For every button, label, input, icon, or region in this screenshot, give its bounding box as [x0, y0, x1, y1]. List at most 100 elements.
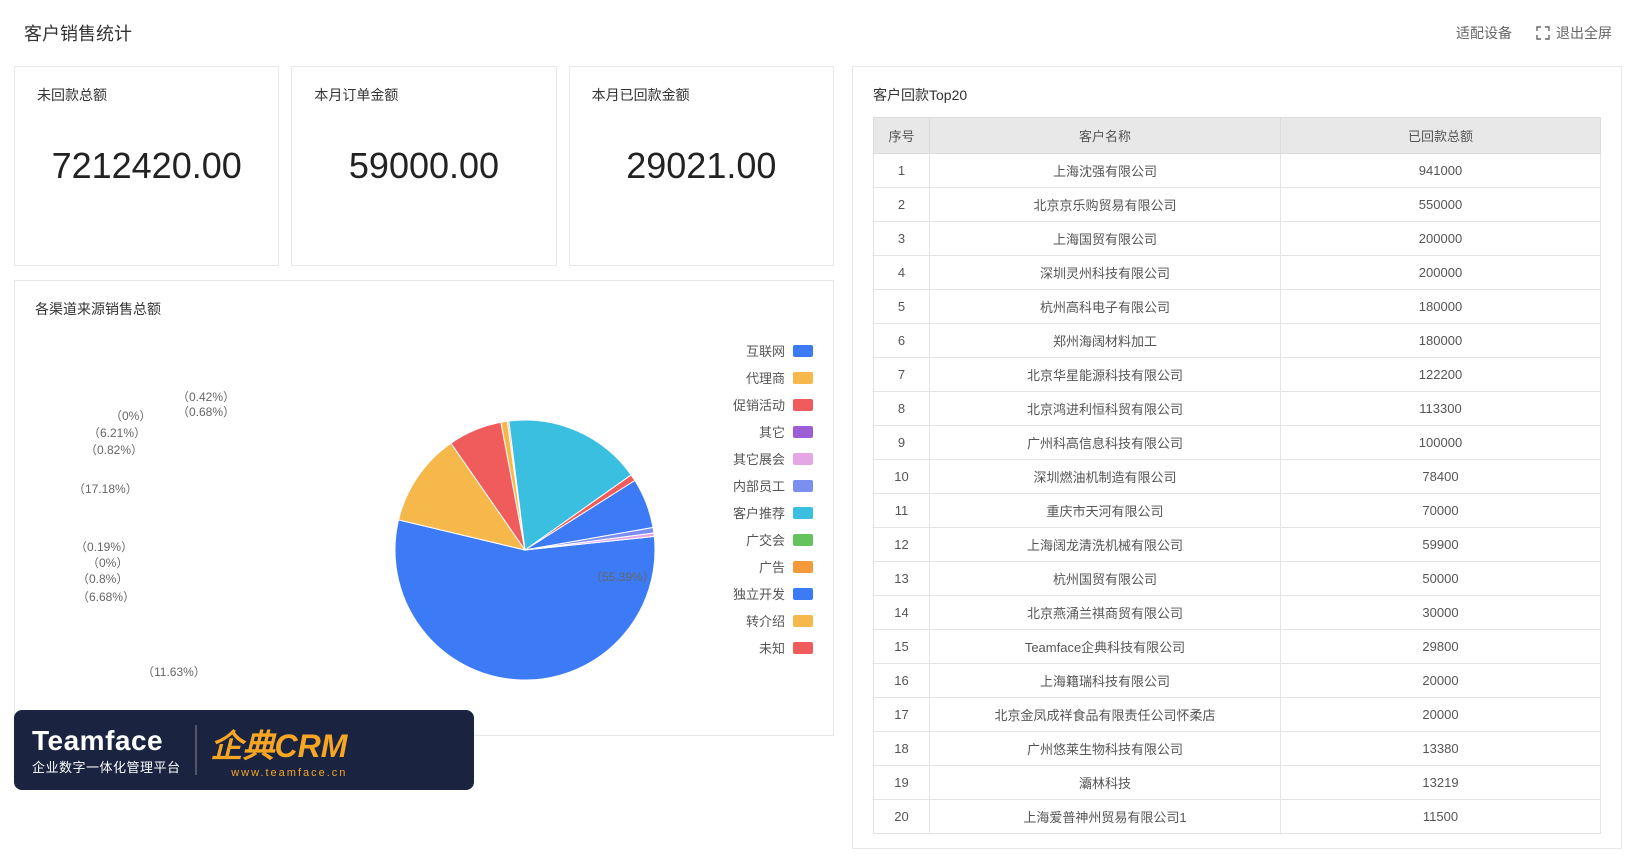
- metric-title: 本月订单金额: [314, 85, 533, 105]
- pie-chart: （55.39%）（11.63%）（6.68%）（0.8%）（0%）（0.19%）…: [35, 335, 719, 715]
- pie-slice-label: （55.39%）: [590, 568, 655, 585]
- top20-panel: 客户回款Top20 序号客户名称已回款总额 1上海沈强有限公司9410002北京…: [852, 66, 1622, 849]
- table-cell: 200000: [1281, 256, 1601, 290]
- table-cell: 上海爱普神州贸易有限公司1: [930, 800, 1281, 834]
- pie-slice-label: （0%）: [110, 407, 151, 424]
- brand-name: Teamface: [32, 725, 181, 757]
- table-cell: 北京燕涌兰祺商贸有限公司: [930, 596, 1281, 630]
- brand-product: 企典CRM: [211, 721, 348, 767]
- table-header-cell: 序号: [874, 118, 930, 154]
- pie-slice-label: （0.8%）: [77, 570, 128, 587]
- table-row[interactable]: 16上海籍瑞科技有限公司20000: [874, 664, 1601, 698]
- table-cell: 9: [874, 426, 930, 460]
- table-cell: 10: [874, 460, 930, 494]
- table-row[interactable]: 14北京燕涌兰祺商贸有限公司30000: [874, 596, 1601, 630]
- table-title: 客户回款Top20: [873, 85, 1601, 105]
- table-row[interactable]: 13杭州国贸有限公司50000: [874, 562, 1601, 596]
- metrics-row: 未回款总额7212420.00本月订单金额59000.00 本月已回款金额 2902…: [14, 66, 834, 266]
- table-cell: 1: [874, 154, 930, 188]
- table-row[interactable]: 6郑州海阔材料加工180000: [874, 324, 1601, 358]
- table-cell: 29800: [1281, 630, 1601, 664]
- table-cell: 550000: [1281, 188, 1601, 222]
- table-row[interactable]: 5杭州高科电子有限公司180000: [874, 290, 1601, 324]
- metric-value: 29021.00: [592, 145, 811, 187]
- table-cell: 13: [874, 562, 930, 596]
- table-row[interactable]: 3上海国贸有限公司200000: [874, 222, 1601, 256]
- table-row[interactable]: 11重庆市天河有限公司70000: [874, 494, 1601, 528]
- table-cell: 16: [874, 664, 930, 698]
- table-row[interactable]: 9广州科高信息科技有限公司100000: [874, 426, 1601, 460]
- brand-url: www.teamface.cn: [211, 767, 348, 779]
- table-cell: 3: [874, 222, 930, 256]
- pie-slice-label: （6.68%）: [77, 588, 135, 605]
- table-row[interactable]: 19灞林科技13219: [874, 766, 1601, 800]
- metric-card: 本月订单金额59000.00: [291, 66, 556, 266]
- chart-title: 各渠道来源销售总额: [35, 299, 813, 319]
- table-cell: 4: [874, 256, 930, 290]
- table-cell: 941000: [1281, 154, 1601, 188]
- table-cell: 17: [874, 698, 930, 732]
- metric-value: 7212420.00: [37, 145, 256, 187]
- table-cell: 6: [874, 324, 930, 358]
- table-row[interactable]: 18广州悠莱生物科技有限公司13380: [874, 732, 1601, 766]
- metric-card: 本月已回款金额 29021.00: [569, 66, 834, 266]
- table-cell: 11: [874, 494, 930, 528]
- table-cell: 8: [874, 392, 930, 426]
- table-cell: 12: [874, 528, 930, 562]
- table-row[interactable]: 2北京京乐购贸易有限公司550000: [874, 188, 1601, 222]
- brand-badge: Teamface 企业数字一体化管理平台 企典CRM www.teamface.…: [14, 710, 474, 790]
- table-cell: 郑州海阔材料加工: [930, 324, 1281, 358]
- table-row[interactable]: 20上海爱普神州贸易有限公司111500: [874, 800, 1601, 834]
- table-cell: 2: [874, 188, 930, 222]
- pie-slice-label: （6.21%）: [88, 424, 146, 441]
- table-cell: 上海阔龙清洗机械有限公司: [930, 528, 1281, 562]
- table-row[interactable]: 8北京鸿进利恒科贸有限公司113300: [874, 392, 1601, 426]
- table-cell: 30000: [1281, 596, 1601, 630]
- table-cell: 杭州国贸有限公司: [930, 562, 1281, 596]
- table-cell: 重庆市天河有限公司: [930, 494, 1281, 528]
- pie-slice-label: （0.42%）: [177, 388, 235, 405]
- pie-slice-label: （0.19%）: [75, 538, 133, 555]
- table-cell: 18: [874, 732, 930, 766]
- table-cell: 20000: [1281, 664, 1601, 698]
- table-cell: 上海国贸有限公司: [930, 222, 1281, 256]
- top20-table: 序号客户名称已回款总额 1上海沈强有限公司9410002北京京乐购贸易有限公司5…: [873, 117, 1601, 834]
- table-cell: Teamface企典科技有限公司: [930, 630, 1281, 664]
- device-fit-button[interactable]: 适配设备: [1456, 23, 1512, 43]
- table-row[interactable]: 10深圳燃油机制造有限公司78400: [874, 460, 1601, 494]
- table-cell: 上海籍瑞科技有限公司: [930, 664, 1281, 698]
- table-row[interactable]: 17北京金凤成祥食品有限责任公司怀柔店20000: [874, 698, 1601, 732]
- table-row[interactable]: 4深圳灵州科技有限公司200000: [874, 256, 1601, 290]
- table-cell: 100000: [1281, 426, 1601, 460]
- legend-item[interactable]: 互联网: [719, 341, 813, 360]
- table-cell: 11500: [1281, 800, 1601, 834]
- table-cell: 113300: [1281, 392, 1601, 426]
- table-cell: 上海沈强有限公司: [930, 154, 1281, 188]
- table-row[interactable]: 1上海沈强有限公司941000: [874, 154, 1601, 188]
- table-row[interactable]: 12上海阔龙清洗机械有限公司59900: [874, 528, 1601, 562]
- table-header-cell: 客户名称: [930, 118, 1281, 154]
- exit-fullscreen-button[interactable]: 退出全屏: [1536, 23, 1612, 43]
- table-cell: 78400: [1281, 460, 1601, 494]
- table-cell: 北京鸿进利恒科贸有限公司: [930, 392, 1281, 426]
- metric-card: 未回款总额7212420.00: [14, 66, 279, 266]
- header-actions: 适配设备 退出全屏: [1456, 23, 1612, 43]
- table-cell: 北京京乐购贸易有限公司: [930, 188, 1281, 222]
- table-cell: 122200: [1281, 358, 1601, 392]
- channel-sales-panel: 各渠道来源销售总额 （55.39%）（11.63%）（6.68%）（0.8%）（…: [14, 280, 834, 736]
- table-cell: 13380: [1281, 732, 1601, 766]
- table-row[interactable]: 15Teamface企典科技有限公司29800: [874, 630, 1601, 664]
- metric-title: 本月已回款金额: [592, 85, 811, 105]
- pie-slice-label: （0%）: [87, 554, 128, 571]
- fullscreen-exit-icon: [1536, 26, 1550, 40]
- pie-slice-label: （0.82%）: [85, 441, 143, 458]
- table-cell: 15: [874, 630, 930, 664]
- table-cell: 深圳灵州科技有限公司: [930, 256, 1281, 290]
- table-cell: 广州科高信息科技有限公司: [930, 426, 1281, 460]
- table-cell: 200000: [1281, 222, 1601, 256]
- table-cell: 杭州高科电子有限公司: [930, 290, 1281, 324]
- table-cell: 70000: [1281, 494, 1601, 528]
- table-cell: 5: [874, 290, 930, 324]
- table-row[interactable]: 7北京华星能源科技有限公司122200: [874, 358, 1601, 392]
- table-cell: 灞林科技: [930, 766, 1281, 800]
